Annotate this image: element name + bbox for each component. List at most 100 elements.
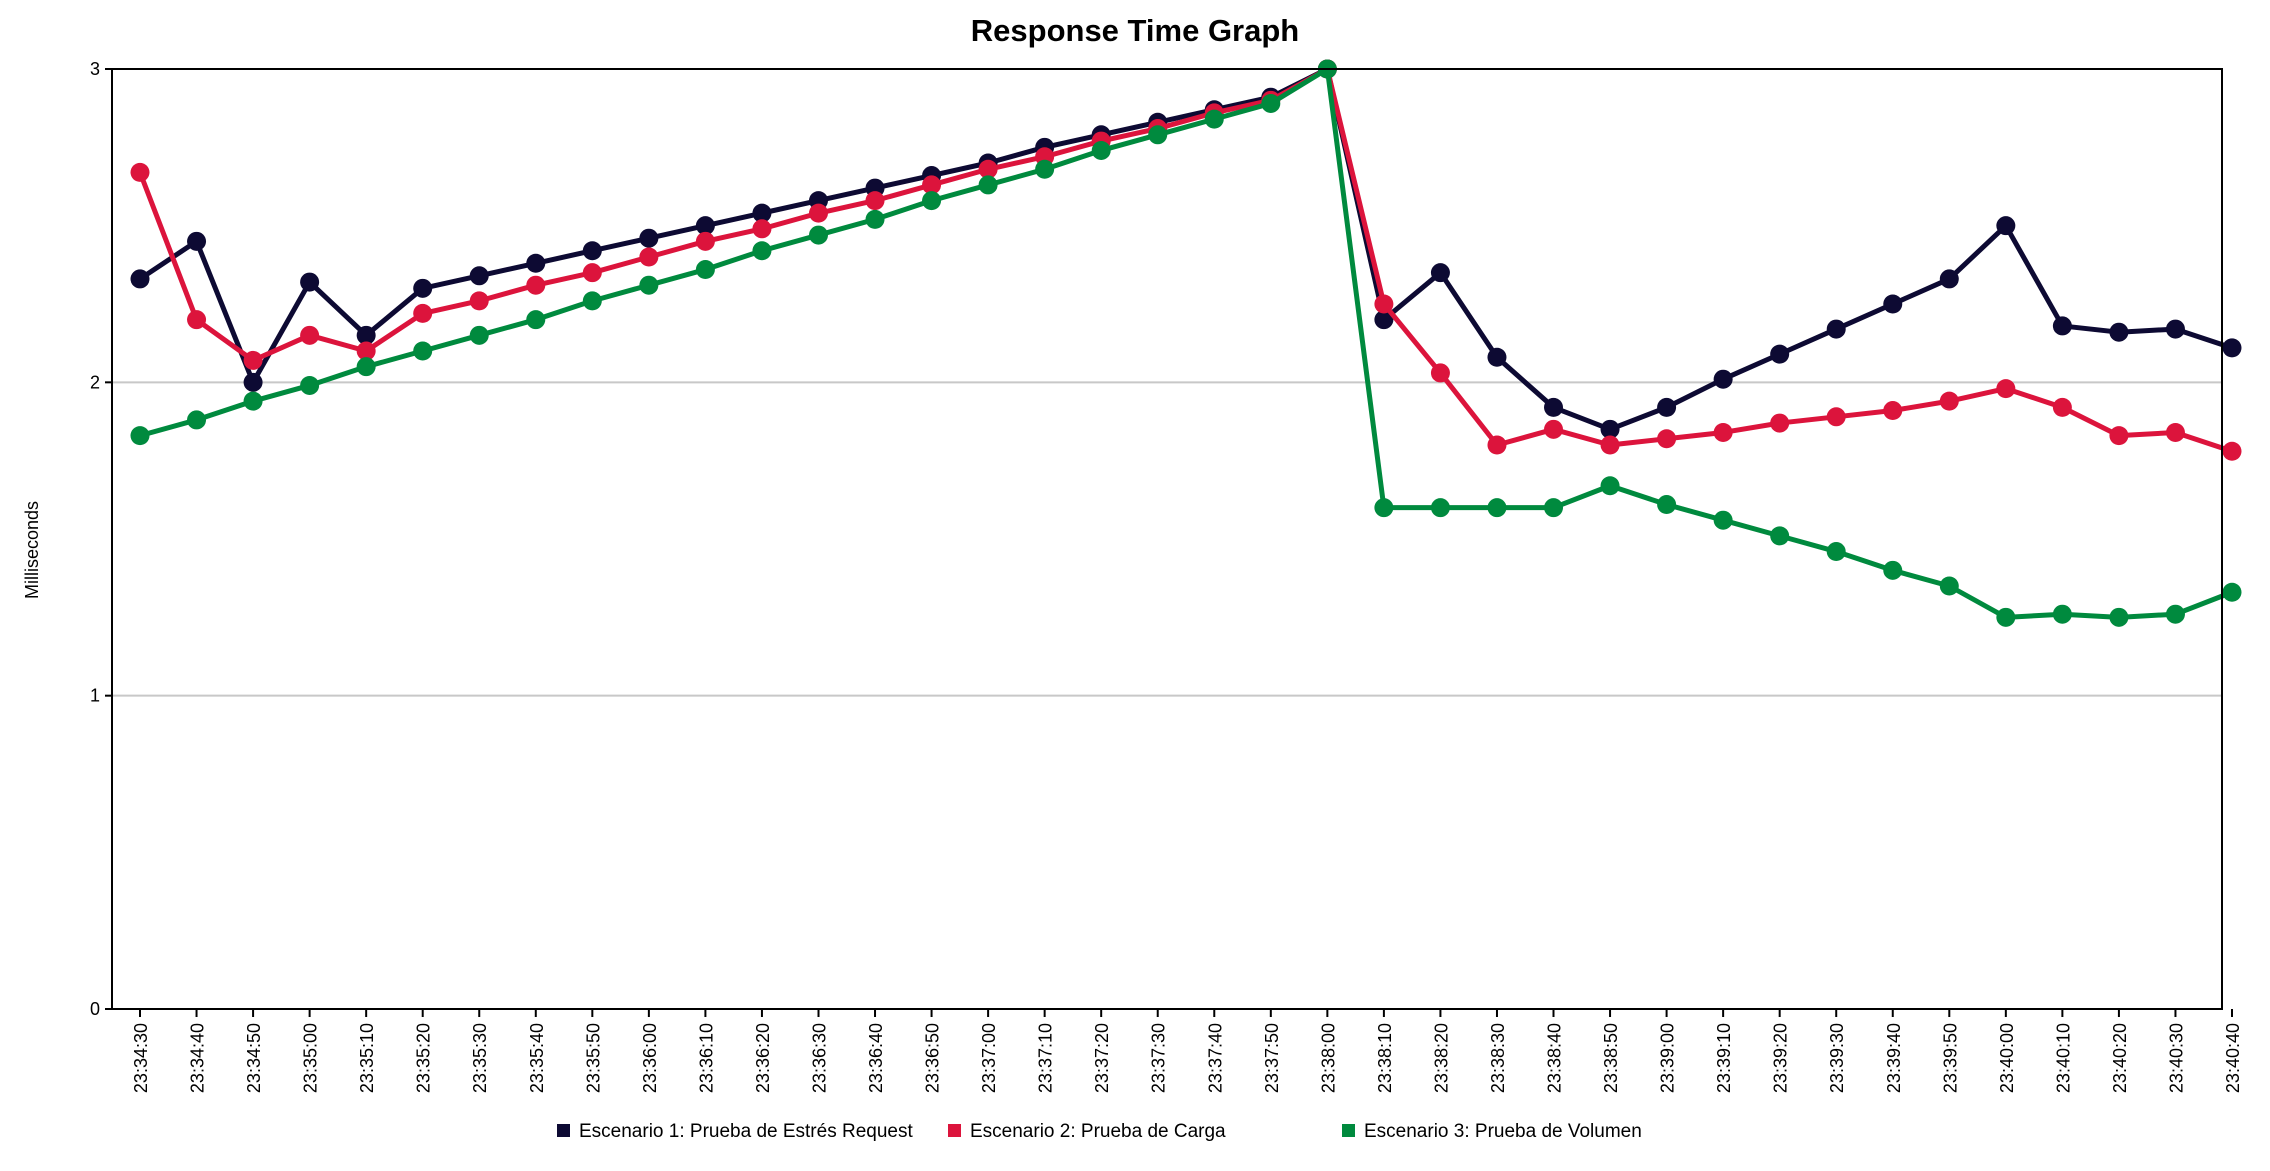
data-point — [582, 291, 602, 311]
data-point — [808, 203, 828, 223]
x-tick-label: 23:35:20 — [414, 1023, 434, 1093]
data-point — [1996, 379, 2016, 399]
data-point — [2222, 582, 2242, 602]
data-point — [865, 191, 885, 211]
legend-label: Escenario 2: Prueba de Carga — [970, 1121, 1226, 1142]
x-tick-label: 23:39:30 — [1827, 1023, 1847, 1093]
data-point — [1430, 363, 1450, 383]
x-tick-label: 23:38:00 — [1318, 1023, 1338, 1093]
series-group — [130, 59, 2242, 627]
data-point — [2165, 422, 2185, 442]
data-point — [356, 357, 376, 377]
y-tick-label: 2 — [90, 372, 100, 392]
series-line — [139, 66, 2233, 620]
x-tick-label: 23:35:40 — [527, 1023, 547, 1093]
x-tick-label: 23:40:00 — [1997, 1023, 2017, 1093]
data-point — [2052, 316, 2072, 336]
legend-swatch — [1342, 1124, 1355, 1137]
data-point — [2052, 397, 2072, 417]
data-point — [1939, 576, 1959, 596]
x-tick-label: 23:37:50 — [1262, 1023, 1282, 1093]
data-point — [130, 269, 150, 289]
data-point — [639, 228, 659, 248]
data-point — [469, 266, 489, 286]
x-tick-label: 23:40:40 — [2223, 1023, 2243, 1093]
data-point — [695, 231, 715, 251]
data-point — [752, 203, 772, 223]
x-tick-label: 23:34:30 — [131, 1023, 151, 1093]
x-tick-label: 23:35:10 — [357, 1023, 377, 1093]
data-point — [922, 175, 942, 195]
x-tick-label: 23:37:20 — [1092, 1023, 1112, 1093]
data-point — [978, 175, 998, 195]
data-point — [187, 231, 207, 251]
legend-swatch — [557, 1124, 570, 1137]
data-point — [865, 209, 885, 229]
legend-swatch — [948, 1124, 961, 1137]
data-point — [1430, 498, 1450, 518]
x-tick-label: 23:39:40 — [1884, 1023, 1904, 1093]
data-point — [1544, 498, 1564, 518]
data-point — [1826, 542, 1846, 562]
data-point — [1713, 422, 1733, 442]
data-point — [695, 216, 715, 236]
data-point — [2222, 441, 2242, 461]
data-point — [808, 225, 828, 245]
data-point — [1600, 435, 1620, 455]
data-point — [2109, 426, 2129, 446]
x-tick-label: 23:39:00 — [1658, 1023, 1678, 1093]
data-point — [1204, 109, 1224, 129]
data-point — [356, 325, 376, 345]
x-tick-label: 23:36:40 — [866, 1023, 886, 1093]
data-point — [300, 272, 320, 292]
x-tick-label: 23:38:10 — [1375, 1023, 1395, 1093]
x-tick-label: 23:39:50 — [1940, 1023, 1960, 1093]
data-point — [752, 241, 772, 261]
data-point — [1657, 495, 1677, 515]
data-point — [1261, 93, 1281, 113]
y-axis-label: Milliseconds — [22, 501, 42, 599]
data-point — [639, 247, 659, 267]
x-tick-label: 23:38:50 — [1601, 1023, 1621, 1093]
data-point — [300, 375, 320, 395]
data-point — [1826, 319, 1846, 339]
x-tick-label: 23:39:20 — [1771, 1023, 1791, 1093]
data-point — [187, 310, 207, 330]
axes: 0 1 2 3 23:34:30 23:34:40 23:34:50 23:35:00 23:3… — [90, 59, 2243, 1093]
legend-label: Escenario 1: Prueba de Estrés Request — [579, 1121, 913, 1142]
x-tick-label: 23:40:20 — [2110, 1023, 2130, 1093]
data-point — [582, 241, 602, 261]
data-point — [1148, 125, 1168, 145]
data-point — [1996, 216, 2016, 236]
data-point — [1826, 407, 1846, 427]
data-point — [1939, 269, 1959, 289]
series-group — [130, 59, 2242, 461]
data-point — [1600, 476, 1620, 496]
x-tick-label: 23:34:40 — [188, 1023, 208, 1093]
data-point — [1544, 419, 1564, 439]
data-point — [1430, 263, 1450, 283]
x-tick-label: 23:38:40 — [1545, 1023, 1565, 1093]
data-point — [300, 325, 320, 345]
y-tick-label: 0 — [90, 999, 100, 1019]
data-point — [1770, 344, 1790, 364]
series-layer — [130, 59, 2242, 627]
x-tick-label: 23:34:50 — [244, 1023, 264, 1093]
data-point — [1374, 294, 1394, 314]
x-tick-label: 23:37:10 — [1036, 1023, 1056, 1093]
chart-title: Response Time Graph — [971, 13, 1299, 48]
data-point — [243, 372, 263, 392]
data-point — [639, 275, 659, 295]
data-point — [1487, 435, 1507, 455]
data-point — [130, 162, 150, 182]
legend: Escenario 1: Prueba de Estrés Request Esc… — [557, 1121, 1642, 1142]
data-point — [243, 391, 263, 411]
data-point — [695, 260, 715, 280]
x-tick-label: 23:35:30 — [470, 1023, 490, 1093]
data-point — [1770, 526, 1790, 546]
data-point — [1487, 498, 1507, 518]
y-tick-label: 1 — [90, 686, 100, 706]
data-point — [1374, 498, 1394, 518]
data-point — [2165, 319, 2185, 339]
x-tick-label: 23:37:30 — [1149, 1023, 1169, 1093]
